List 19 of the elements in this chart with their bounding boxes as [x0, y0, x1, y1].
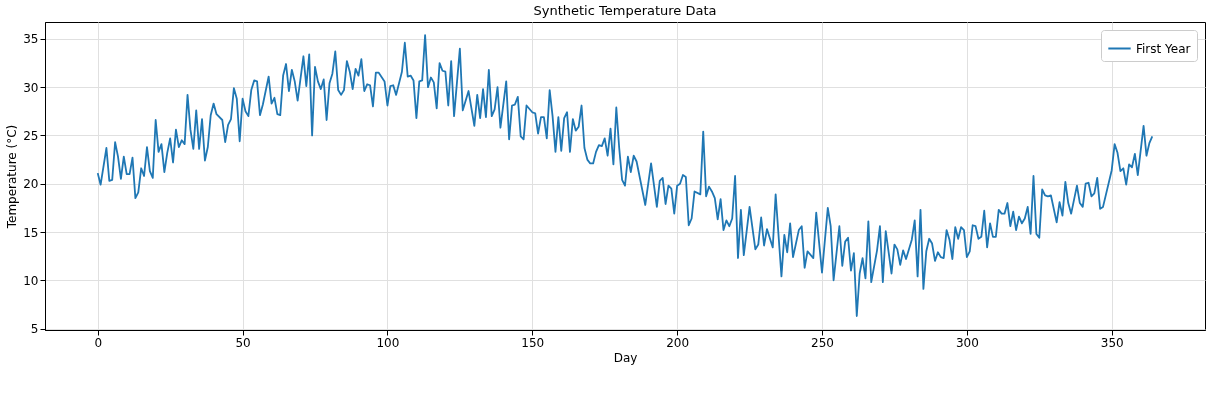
x-tick-label: 350 — [1100, 335, 1124, 350]
x-tick-label: 300 — [955, 335, 979, 350]
y-tick-label: 15 — [23, 225, 39, 240]
y-tick-label: 20 — [23, 177, 39, 192]
y-axis-title: Temperature (°C) — [5, 124, 20, 230]
chart-title: Synthetic Temperature Data — [533, 3, 717, 18]
x-tick-label: 50 — [235, 335, 251, 350]
x-tick-label: 200 — [666, 335, 690, 350]
legend-label: First Year — [1136, 41, 1191, 56]
y-tick-label: 5 — [30, 322, 39, 337]
x-tick-label: 100 — [376, 335, 400, 350]
y-tick-label: 30 — [23, 80, 39, 95]
x-tick-label: 150 — [521, 335, 545, 350]
x-tick-label: 0 — [94, 335, 103, 350]
y-tick-label: 25 — [23, 128, 39, 143]
y-tick-label: 35 — [23, 32, 39, 47]
x-tick-label: 250 — [811, 335, 834, 350]
y-tick-label: 10 — [23, 273, 39, 288]
x-axis-title: Day — [613, 350, 638, 365]
